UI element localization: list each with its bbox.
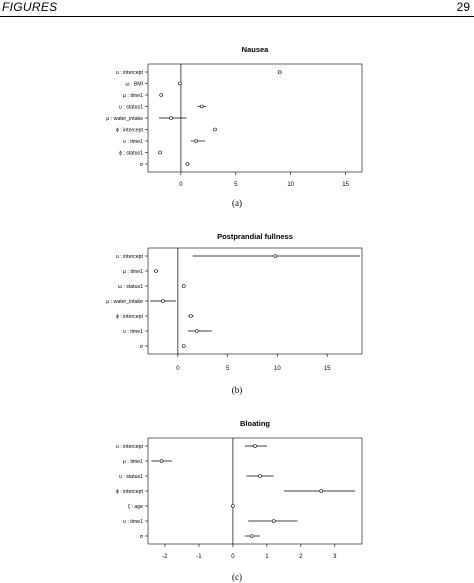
x-tick-label: 15 — [342, 182, 349, 188]
forest-plot-bloating: Bloating -2 -1 0 1 2 3 u : intercept μ : time1 u … — [116, 419, 363, 560]
row-label: υ : time1 — [123, 519, 143, 525]
row-label: u : status1 — [119, 105, 143, 111]
caption-c: (c) — [232, 572, 242, 582]
estimate-point — [231, 504, 235, 508]
x-tick-label: 3 — [333, 554, 337, 560]
caption-a: (a) — [232, 198, 242, 208]
row-label: υ : time1 — [123, 139, 143, 145]
chart-title: Nausea — [242, 45, 270, 54]
x-tick-label: 0 — [179, 182, 183, 188]
row-label: μ : water_intake — [106, 299, 143, 305]
row-label: μ : time1 — [123, 93, 143, 99]
x-tick-label: -1 — [196, 554, 202, 560]
estimate-point — [159, 459, 164, 463]
row-label: u : intercept — [116, 70, 144, 76]
x-tick-label: 5 — [234, 182, 238, 188]
estimate-point — [189, 314, 193, 318]
estimate-point — [258, 474, 262, 478]
row-label: μ : time1 — [123, 459, 143, 465]
estimate-point — [178, 81, 182, 86]
row-label: ζ : age — [128, 504, 143, 510]
row-label: ϕ : intercept — [116, 128, 144, 134]
estimate-point — [271, 519, 276, 523]
forest-plot-postprandial-fullness: Postprandial fullness 0 5 10 15 u : intercept… — [106, 232, 363, 372]
x-tick-label: 0 — [231, 554, 235, 560]
chart-title: Bloating — [240, 419, 270, 428]
row-label: u : intercept — [116, 444, 144, 450]
estimate-point — [154, 269, 158, 273]
header-rule — [0, 16, 474, 17]
row-label: σ — [140, 162, 144, 168]
x-tick-label: 5 — [226, 366, 230, 372]
estimate-point — [158, 150, 162, 155]
estimate-point — [249, 534, 254, 538]
estimate-point — [169, 116, 173, 120]
estimate-point — [161, 299, 165, 303]
row-label: σ — [140, 534, 144, 540]
row-label: u : status1 — [119, 474, 143, 480]
page-number: 29 — [456, 0, 470, 14]
estimate-point — [319, 489, 324, 493]
row-label: u : intercept — [116, 254, 144, 260]
estimate-point — [213, 127, 217, 132]
estimate-point — [277, 70, 282, 74]
estimate-point — [159, 93, 163, 97]
estimate-point — [194, 329, 199, 333]
estimate-point — [182, 284, 186, 288]
row-label: υ : time1 — [123, 329, 143, 335]
x-tick-label: 10 — [274, 366, 281, 372]
estimate-point — [182, 344, 186, 348]
row-label: μ : water_intake — [106, 116, 143, 122]
row-label: ω : status1 — [118, 284, 143, 290]
forest-plot-nausea: Nausea 0 5 10 15 u : intercept ω : BMI μ : time… — [106, 45, 363, 188]
estimate-point — [194, 139, 199, 143]
x-tick-label: 1 — [265, 554, 269, 560]
x-tick-label: -2 — [162, 554, 168, 560]
estimate-point — [253, 444, 257, 448]
x-tick-label: 2 — [299, 554, 303, 560]
running-head: FIGURES — [2, 0, 58, 14]
row-label: ϕ : status1 — [119, 151, 143, 157]
row-label: ω : BMI — [125, 82, 143, 88]
plot-frame — [147, 247, 363, 355]
row-label: ϕ : intercept — [116, 489, 144, 495]
row-label: μ : time1 — [123, 269, 143, 275]
caption-b: (b) — [231, 385, 243, 395]
chart-title: Postprandial fullness — [217, 232, 293, 241]
estimate-point — [185, 162, 190, 166]
x-tick-label: 15 — [324, 366, 331, 372]
x-tick-label: 0 — [176, 366, 180, 372]
x-tick-label: 10 — [287, 182, 294, 188]
estimate-point — [273, 254, 278, 258]
row-label: σ — [140, 344, 144, 350]
row-label: ϕ : intercept — [116, 314, 144, 320]
page-header: FIGURES 29 — [0, 0, 474, 18]
estimate-point — [199, 104, 204, 109]
